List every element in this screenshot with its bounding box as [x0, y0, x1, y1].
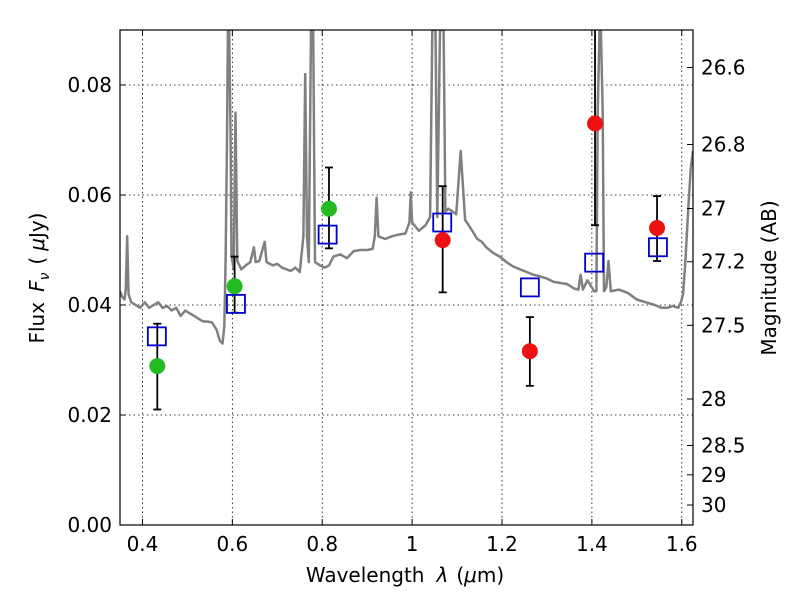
- x-tick-label: 1.4: [576, 532, 608, 556]
- y-tick-label: 0.00: [67, 513, 112, 537]
- y2-tick-label: 28.5: [701, 433, 746, 457]
- x-tick-label: 1.6: [666, 532, 698, 556]
- red-circle: [434, 232, 451, 249]
- y2-tick-label: 27.5: [701, 313, 746, 337]
- x-axis: 0.4 0.6 0.8 1 1.2 1.4 1.6: [127, 30, 698, 556]
- x-tick-label: 0.8: [306, 532, 338, 556]
- x-tick-label: 1: [406, 532, 419, 556]
- y-tick-label: 0.02: [67, 403, 112, 427]
- model-points: [146, 212, 668, 347]
- sed-curve: [120, 30, 693, 345]
- y-axis-label: FluxFν(μJy): [25, 212, 53, 343]
- y-tick-label: 0.04: [67, 293, 112, 317]
- model-square: [432, 212, 453, 233]
- x-tick-label: 1.2: [486, 532, 518, 556]
- x-tick-label: 0.6: [216, 532, 248, 556]
- y2-tick-label: 27.2: [701, 250, 746, 274]
- y2-tick-label: 26.6: [701, 56, 746, 80]
- x-axis-label: Wavelength λ (μm): [306, 563, 504, 587]
- y2-tick-label: 30: [701, 493, 726, 517]
- y2-axis-label: Magnitude (AB): [757, 200, 781, 355]
- y2-tick-label: 29: [701, 463, 726, 487]
- red-circle: [649, 220, 666, 236]
- model-square: [584, 252, 605, 273]
- y2-tick-label: 28: [701, 387, 726, 411]
- y2-axis: 26.6 26.8 27 27.2 27.5 28 28.5 29 30: [687, 56, 746, 517]
- model-square: [519, 277, 540, 298]
- model-square: [146, 326, 167, 347]
- green-circle: [226, 278, 243, 295]
- plot-area: [120, 30, 693, 411]
- red-circle: [521, 343, 538, 360]
- model-square: [648, 237, 668, 258]
- green-circle: [320, 200, 337, 217]
- model-square: [226, 293, 246, 314]
- model-square: [317, 224, 338, 245]
- observed-points: [149, 115, 666, 375]
- x-tick-label: 0.4: [127, 532, 159, 556]
- plot-frame: [119, 29, 694, 526]
- y2-tick-label: 26.8: [701, 132, 746, 156]
- green-circle: [149, 358, 166, 375]
- y-tick-label: 0.06: [67, 183, 112, 207]
- y-tick-label: 0.08: [67, 73, 112, 97]
- red-circle: [587, 115, 604, 132]
- y2-tick-label: 27: [701, 196, 726, 220]
- y-axis: 0.00 0.02 0.04 0.06 0.08: [67, 73, 126, 537]
